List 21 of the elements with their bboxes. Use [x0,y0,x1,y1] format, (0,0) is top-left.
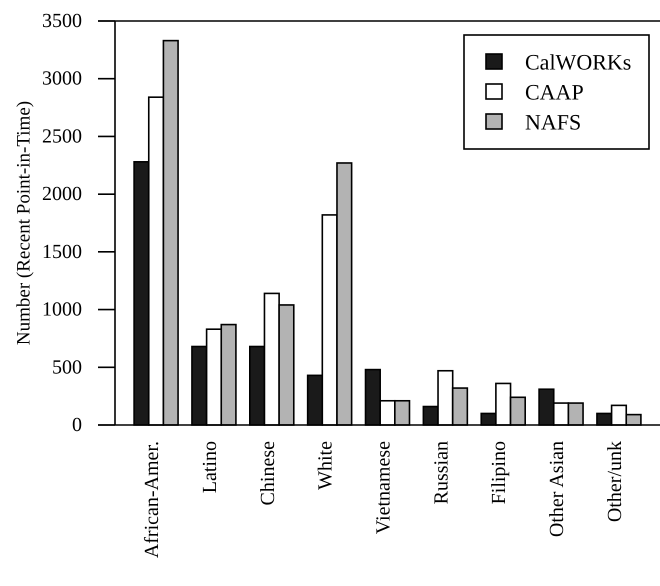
x-tick-label: Vietnamese [372,440,394,534]
y-tick-label: 500 [52,356,82,378]
x-tick-label: African-Amer. [141,441,164,558]
legend-label: CalWORKs [525,50,632,74]
x-tick-label: Other/unk [604,441,626,522]
y-tick-label: 3000 [42,68,82,90]
y-tick-label: 1500 [42,240,82,263]
x-tick-label: Russian [430,441,452,504]
legend-label: CAAP [525,80,584,104]
y-tick-label: 1000 [42,298,82,321]
y-tick-label: 2500 [42,125,82,148]
x-tick-label: Chinese [256,440,279,506]
x-tick-label: Other Asian [546,441,568,538]
y-tick-label: 2000 [42,183,82,206]
y-axis-title: Number (Recent Point-in-Time) [14,100,34,346]
y-tick-label: 3500 [42,10,82,32]
x-tick-label: White [314,440,337,490]
x-tick-label: Latino [198,441,221,494]
legend-label: NAFS [525,110,582,134]
y-tick-label: 0 [72,414,82,436]
x-tick-label: Filipino [488,441,510,504]
